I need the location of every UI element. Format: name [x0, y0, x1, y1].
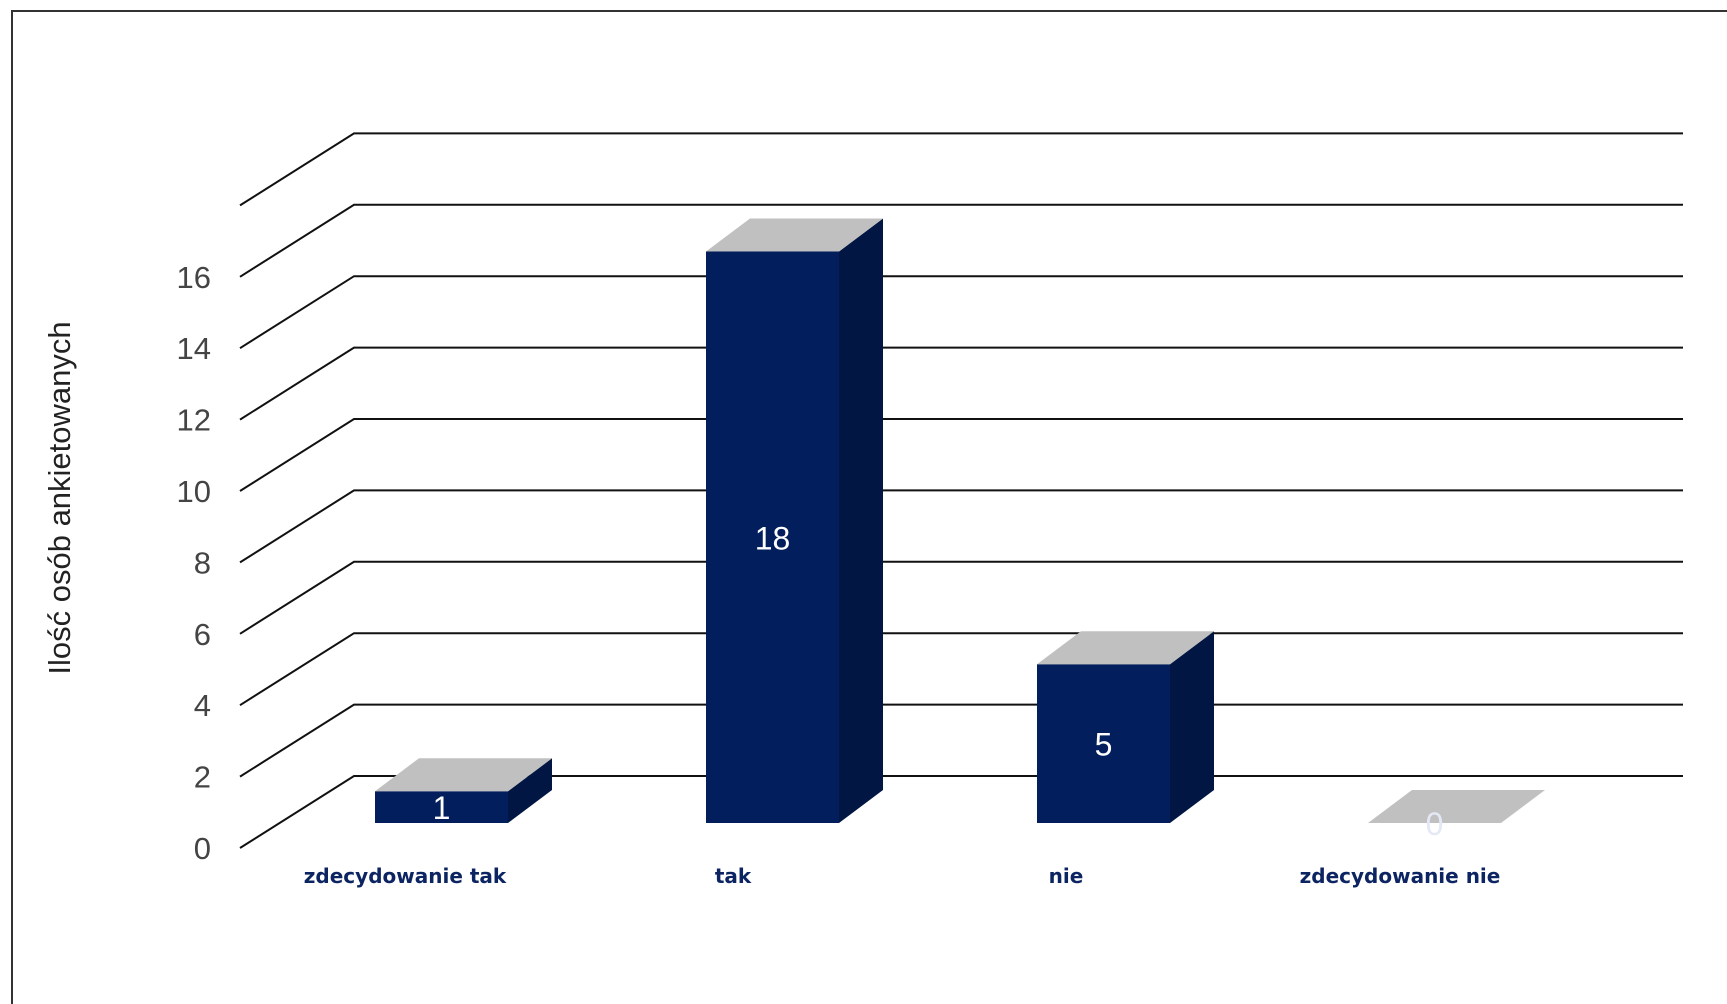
gridline [239, 346, 1683, 421]
gridline [239, 632, 1683, 707]
category-label: tak [715, 864, 752, 888]
y-axis-title: Ilość osób ankietowanych [42, 321, 77, 674]
y-tick-label: 8 [194, 545, 211, 580]
gridline [239, 275, 1683, 350]
bars [375, 218, 1545, 823]
bar [1037, 664, 1170, 823]
gridline [239, 703, 1683, 778]
category-label: nie [1049, 864, 1084, 888]
y-tick-label: 12 [177, 403, 211, 438]
y-tick-label: 4 [194, 688, 211, 723]
bar-top [1037, 631, 1214, 665]
bar-side [508, 758, 552, 823]
data-label: 5 [1095, 727, 1113, 763]
y-tick-label: 6 [194, 617, 211, 652]
labels: 0 2 4 6 8 10 12 14 16 1 zdecydowanie tak 18 tak 5 nie 0… [177, 260, 1501, 888]
y-tick-label: 2 [194, 760, 211, 795]
y-tick-label: 0 [194, 831, 211, 866]
gridline [239, 132, 1683, 207]
category-label: zdecydowanie tak [304, 864, 507, 888]
category-label: zdecydowanie nie [1300, 864, 1501, 888]
gridline [239, 489, 1683, 564]
gridline [239, 418, 1683, 492]
data-label: 1 [433, 790, 451, 826]
bar-side [1170, 631, 1214, 823]
gridline [239, 203, 1683, 278]
bar-side [839, 218, 883, 823]
bar-top [706, 218, 883, 252]
y-tick-label: 14 [177, 331, 211, 366]
y-tick-label: 16 [177, 260, 211, 295]
bar-top [1368, 790, 1545, 823]
bar [375, 791, 508, 823]
bar-top [375, 758, 552, 792]
gridline [239, 560, 1683, 635]
gridline [239, 775, 1683, 849]
gridlines [239, 132, 1683, 849]
data-label: 0 [1426, 806, 1444, 842]
bar [706, 251, 839, 823]
data-label: 18 [755, 520, 791, 556]
y-tick-label: 10 [177, 474, 211, 509]
